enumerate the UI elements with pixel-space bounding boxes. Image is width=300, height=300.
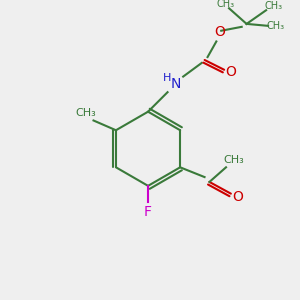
Text: N: N xyxy=(170,77,181,92)
Text: CH₃: CH₃ xyxy=(216,0,234,9)
Text: O: O xyxy=(226,65,236,79)
Text: F: F xyxy=(144,205,152,219)
Text: O: O xyxy=(214,25,225,39)
Text: CH₃: CH₃ xyxy=(267,21,285,31)
Text: CH₃: CH₃ xyxy=(75,108,96,118)
Text: H: H xyxy=(162,73,171,82)
Text: CH₃: CH₃ xyxy=(224,154,244,164)
Text: O: O xyxy=(232,190,243,204)
Text: CH₃: CH₃ xyxy=(265,1,283,11)
